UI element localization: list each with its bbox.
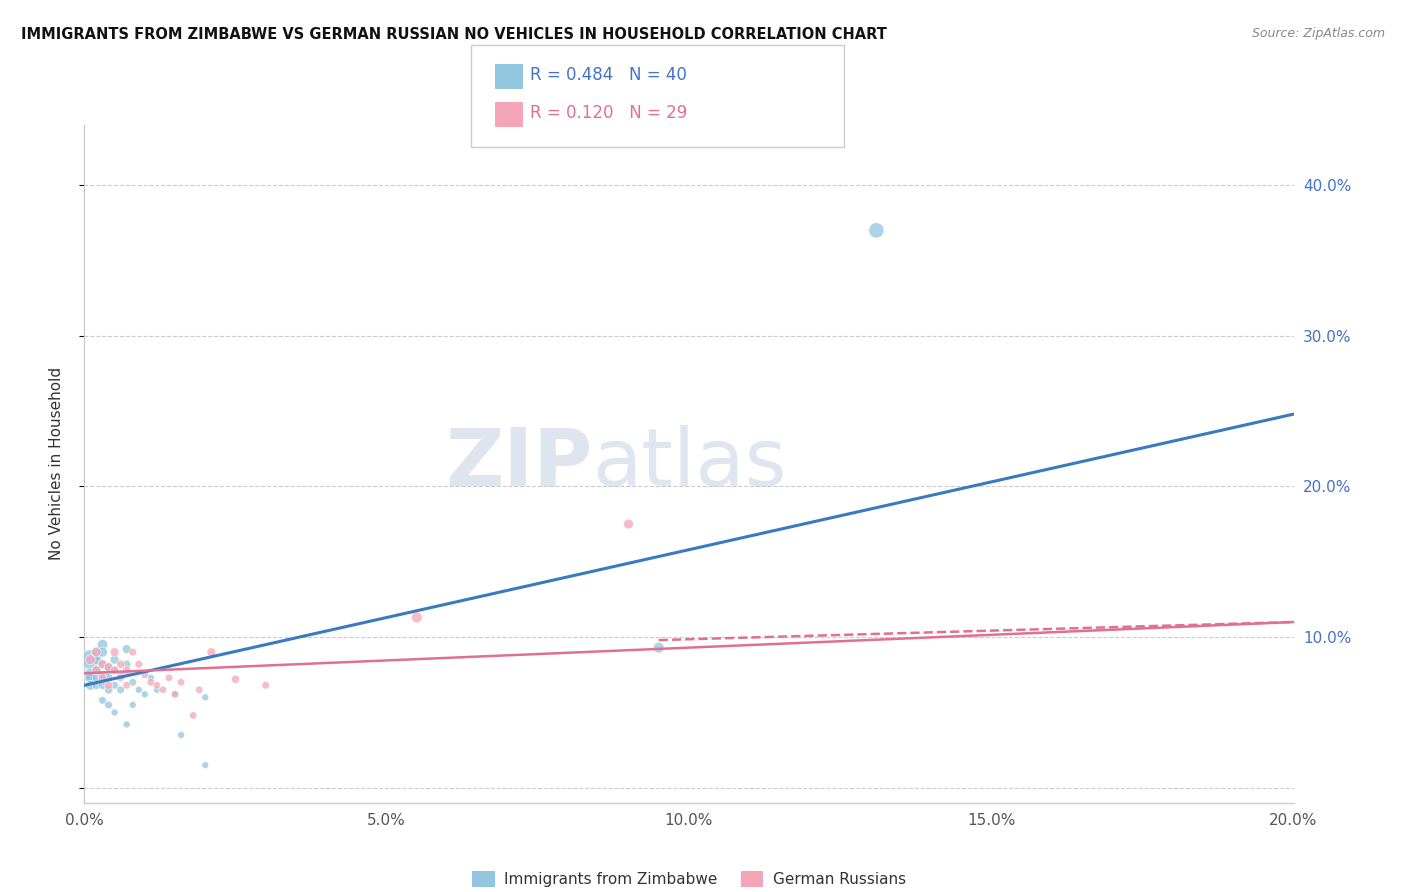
Point xyxy=(91,693,114,707)
Point xyxy=(97,671,120,685)
Point xyxy=(115,663,138,677)
Point xyxy=(110,667,132,681)
Text: R = 0.120   N = 29: R = 0.120 N = 29 xyxy=(530,104,688,122)
Point xyxy=(121,645,143,659)
Point xyxy=(165,687,187,701)
Point xyxy=(115,678,138,692)
Text: ZIP: ZIP xyxy=(444,425,592,503)
Point xyxy=(157,671,180,685)
Point xyxy=(146,682,169,697)
Point xyxy=(617,517,640,532)
Text: atlas: atlas xyxy=(592,425,786,503)
Point xyxy=(97,678,120,692)
Point xyxy=(115,657,138,672)
Point xyxy=(79,678,101,692)
Point xyxy=(104,678,127,692)
Point xyxy=(134,687,156,701)
Point xyxy=(134,667,156,681)
Point xyxy=(181,708,204,723)
Point xyxy=(104,663,127,677)
Point xyxy=(121,698,143,712)
Point xyxy=(865,223,887,237)
Text: IMMIGRANTS FROM ZIMBABWE VS GERMAN RUSSIAN NO VEHICLES IN HOUSEHOLD CORRELATION : IMMIGRANTS FROM ZIMBABWE VS GERMAN RUSSI… xyxy=(21,27,887,42)
Point xyxy=(139,671,162,685)
Point xyxy=(86,678,108,692)
Point xyxy=(104,645,127,659)
Point xyxy=(91,638,114,652)
Text: Source: ZipAtlas.com: Source: ZipAtlas.com xyxy=(1251,27,1385,40)
Point xyxy=(146,678,169,692)
Point xyxy=(115,642,138,657)
Point xyxy=(188,682,211,697)
Point xyxy=(194,690,217,705)
Point xyxy=(86,671,108,685)
Point xyxy=(91,657,114,672)
Point xyxy=(79,671,101,685)
Point xyxy=(91,671,114,685)
Point xyxy=(86,645,108,659)
Point xyxy=(97,660,120,674)
Point xyxy=(104,706,127,720)
Point xyxy=(170,728,193,742)
Point xyxy=(165,687,187,701)
Point xyxy=(104,653,127,667)
Point xyxy=(91,657,114,672)
Point xyxy=(225,673,247,687)
Point xyxy=(79,653,101,667)
Point xyxy=(139,675,162,690)
Point xyxy=(200,645,222,659)
Legend: Immigrants from Zimbabwe, German Russians: Immigrants from Zimbabwe, German Russian… xyxy=(465,865,912,892)
Point xyxy=(194,758,217,772)
Point xyxy=(79,667,101,681)
Point xyxy=(97,660,120,674)
Point xyxy=(91,645,114,659)
Point xyxy=(648,640,671,655)
Point xyxy=(110,657,132,672)
Point xyxy=(86,663,108,677)
Point xyxy=(152,682,174,697)
Point xyxy=(104,663,127,677)
Point xyxy=(97,698,120,712)
Point xyxy=(86,663,108,677)
Y-axis label: No Vehicles in Household: No Vehicles in Household xyxy=(49,368,63,560)
Text: R = 0.484   N = 40: R = 0.484 N = 40 xyxy=(530,66,688,84)
Point xyxy=(79,653,101,667)
Point xyxy=(110,682,132,697)
Point xyxy=(91,667,114,681)
Point xyxy=(170,675,193,690)
Point xyxy=(86,645,108,659)
Point xyxy=(121,675,143,690)
Point xyxy=(254,678,277,692)
Point xyxy=(86,653,108,667)
Point xyxy=(110,671,132,685)
Point xyxy=(115,717,138,731)
Point xyxy=(97,682,120,697)
Point xyxy=(128,657,150,672)
Point xyxy=(91,678,114,692)
Point xyxy=(128,682,150,697)
Point xyxy=(406,610,429,624)
